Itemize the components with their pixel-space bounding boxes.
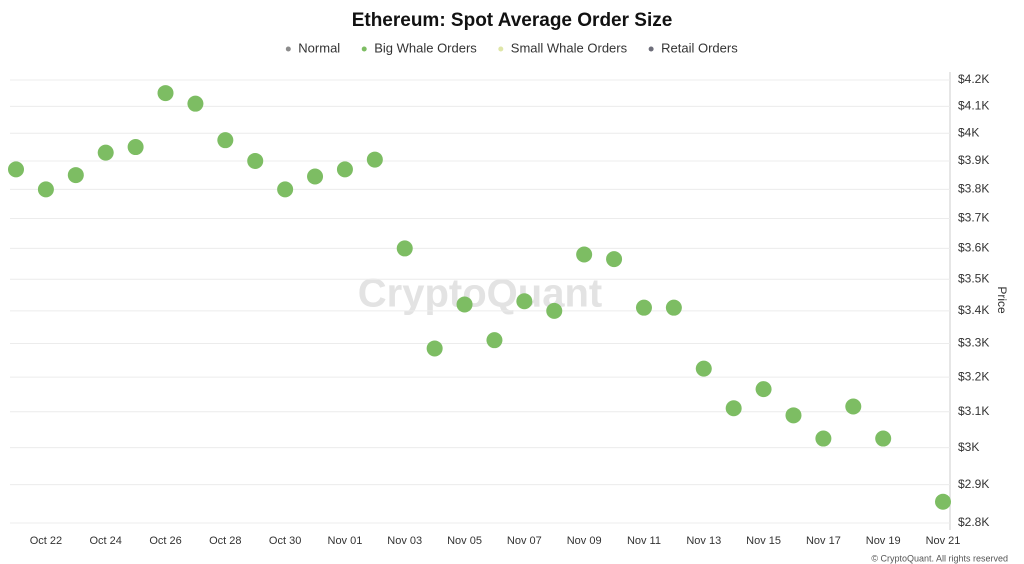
y-tick-label: $4.1K <box>958 99 989 113</box>
point <box>67 167 84 184</box>
point <box>935 493 951 510</box>
legend-marker <box>361 46 367 52</box>
legend-marker <box>498 46 504 52</box>
y-tick-label: $3.4K <box>958 303 989 317</box>
x-tick-label: Nov 17 <box>806 535 841 547</box>
point <box>546 302 563 319</box>
x-tick-label: Nov 19 <box>866 535 901 547</box>
point <box>396 240 413 257</box>
y-tick-label: $3K <box>958 440 979 454</box>
point <box>665 299 682 316</box>
y-tick-label: $3.5K <box>958 271 989 285</box>
x-tick-label: Nov 07 <box>507 535 542 547</box>
x-tick-label: Nov 15 <box>746 535 781 547</box>
legend-label: Normal <box>298 40 340 55</box>
point <box>456 296 473 313</box>
point <box>336 161 353 178</box>
footer: © CryptoQuant. All rights reserved <box>871 553 1008 563</box>
y-tick-label: $3.9K <box>958 153 989 167</box>
point <box>307 168 324 185</box>
x-tick-label: Oct 22 <box>30 535 62 547</box>
point <box>785 407 802 424</box>
legend-label: Big Whale Orders <box>374 40 477 55</box>
y-tick-label: $3.3K <box>958 336 989 350</box>
y-tick-label: $4.2K <box>958 72 989 86</box>
point <box>695 360 712 377</box>
point <box>277 181 294 198</box>
x-tick-label: Nov 03 <box>387 535 422 547</box>
point <box>875 430 892 447</box>
y-tick-label: $3.2K <box>958 369 989 383</box>
x-tick-label: Oct 26 <box>149 535 181 547</box>
point <box>97 144 114 161</box>
point <box>606 251 623 268</box>
y-tick-label: $3.7K <box>958 211 989 225</box>
point <box>127 139 144 156</box>
point <box>8 161 24 178</box>
point <box>516 293 533 310</box>
x-tick-label: Oct 30 <box>269 535 301 547</box>
point <box>486 332 503 349</box>
legend-marker <box>285 46 291 52</box>
y-tick-label: $4K <box>958 125 979 139</box>
x-tick-label: Nov 01 <box>328 535 363 547</box>
point <box>815 430 832 447</box>
x-tick-label: Nov 21 <box>926 535 961 547</box>
y-tick-label: $2.8K <box>958 515 989 529</box>
chart-title: Ethereum: Spot Average Order Size <box>352 10 673 31</box>
point <box>845 398 862 415</box>
y-tick-label: $2.9K <box>958 477 989 491</box>
point <box>217 132 234 149</box>
x-tick-label: Oct 28 <box>209 535 241 547</box>
point <box>187 95 204 112</box>
x-tick-label: Oct 24 <box>90 535 122 547</box>
x-tick-label: Nov 11 <box>627 535 661 547</box>
point <box>635 299 652 316</box>
y-tick-label: $3.6K <box>958 241 989 255</box>
point <box>426 340 443 357</box>
point <box>157 85 174 102</box>
point <box>725 400 742 417</box>
y-tick-label: $3.1K <box>958 404 989 418</box>
x-tick-label: Nov 09 <box>567 535 602 547</box>
point <box>755 381 772 398</box>
point <box>247 152 264 169</box>
y-axis-label: Price <box>995 286 1009 314</box>
point <box>37 181 54 198</box>
point <box>576 246 593 263</box>
x-tick-label: Nov 13 <box>686 535 721 547</box>
legend-label: Small Whale Orders <box>511 40 628 55</box>
legend-label: Retail Orders <box>661 40 738 55</box>
legend-marker <box>648 46 654 52</box>
point <box>366 151 383 168</box>
watermark: CryptoQuant <box>358 272 602 316</box>
y-tick-label: $3.8K <box>958 182 989 196</box>
x-tick-label: Nov 05 <box>447 535 482 547</box>
